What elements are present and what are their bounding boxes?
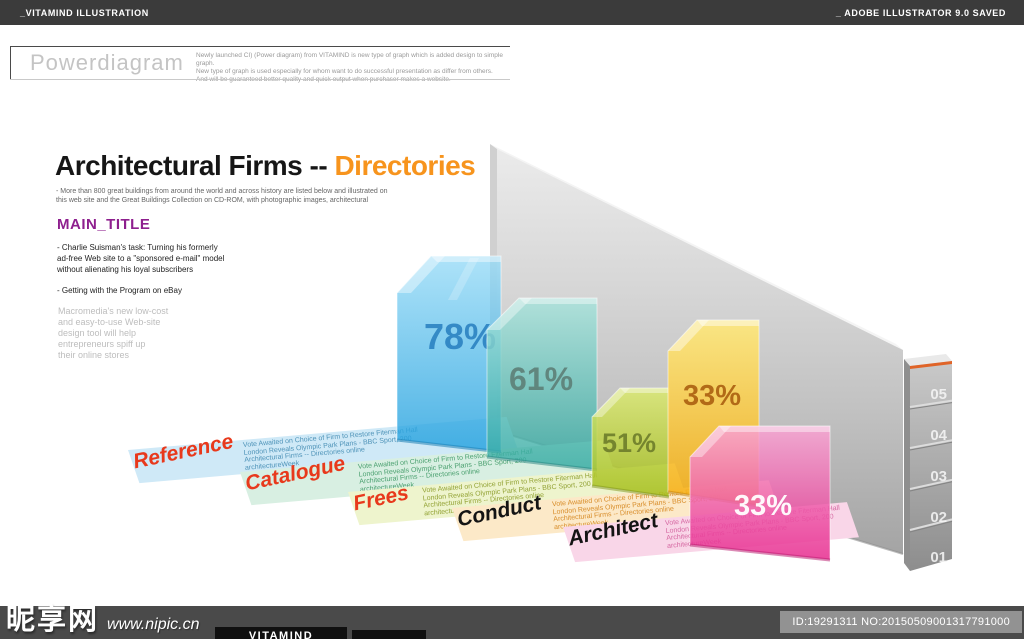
header-title: Powerdiagram (30, 50, 184, 75)
gray-note-line: and easy-to-use Web-site (58, 317, 161, 327)
logo-accent-plate (352, 630, 426, 639)
scale-column-top (904, 354, 952, 366)
bar-reference: 78% (396, 255, 502, 454)
bar-value-frees: 51% (602, 428, 656, 458)
body-paragraph-line: - Charlie Suisman's task: Turning his fo… (57, 243, 218, 252)
body-paragraph-2: - Getting with the Program on eBay (57, 286, 182, 295)
watermark-url: www.nipic.cn (107, 616, 200, 633)
body-paragraph-line: ad-free Web site to a "sponsored e-mail"… (57, 254, 225, 263)
gray-note-line: entrepreneurs spiff up (58, 339, 146, 349)
top-bar-status: _ ADOBE ILLUSTRATOR 9.0 SAVED (835, 8, 1006, 18)
gray-note-line: design tool will help (58, 328, 137, 338)
header-rule-top (10, 46, 510, 47)
scale-dividers (909, 399, 953, 531)
header-description-line: And will be guaranteed better quality an… (196, 76, 506, 84)
watermark: 昵享网 www.nipic.cn (6, 596, 200, 638)
header-description-line: Newly launched CI) (Power diagram) from … (196, 52, 503, 67)
bar-value-reference: 78% (424, 316, 496, 357)
body-paragraph-line: without alienating his loyal subscribers (57, 265, 194, 274)
image-id-plate: ID:19291311 NO:20150509001317791000 (780, 611, 1022, 633)
body-paragraph-1: - Charlie Suisman's task: Turning his fo… (57, 242, 224, 275)
scale-label-04: 04 (930, 427, 947, 444)
top-bar-brand: _VITAMIND ILLUSTRATION (20, 8, 149, 18)
bar-value-catalogue: 61% (509, 361, 573, 397)
bar-frees: 51% (591, 387, 670, 499)
page-subtitle-line: this web site and the Great Buildings Co… (56, 197, 369, 204)
scale-label-01: 01 (930, 549, 947, 566)
watermark-site-name: 昵享网 (6, 604, 100, 636)
scale-label-05: 05 (930, 386, 947, 403)
vitamind-logo: VITAMIND (215, 627, 347, 639)
page-subtitle-line: - More than 800 great buildings from aro… (56, 188, 388, 195)
scale-column-front (910, 361, 952, 571)
header-rule-left (10, 46, 11, 79)
page-title-orange: Directories (334, 150, 476, 181)
scale-label-02: 02 (930, 509, 947, 526)
header-rule-bottom (10, 79, 510, 80)
scale-divider-shadows (909, 402, 953, 533)
bar-catalogue: 61% (486, 297, 598, 472)
gray-note-line: Macromedia's new low-cost (58, 306, 169, 316)
page-title: Architectural Firms -- Directories (55, 150, 476, 182)
page-subtitle: - More than 800 great buildings from aro… (56, 187, 388, 205)
bar-architect: 33% (689, 425, 831, 562)
header-description-line: New type of graph is used especially for… (196, 68, 493, 75)
scale-column-side (904, 359, 910, 571)
section-main-title: MAIN_TITLE (57, 216, 151, 233)
gray-note: Macromedia's new low-cost and easy-to-us… (58, 306, 168, 361)
page-title-black: Architectural Firms -- (55, 150, 335, 181)
top-bar: _VITAMIND ILLUSTRATION _ ADOBE ILLUSTRAT… (0, 0, 1024, 25)
scale-label-03: 03 (930, 468, 947, 485)
wall-top-face (490, 144, 903, 350)
bar-value-architect: 33% (734, 490, 792, 522)
scale-column-accent-line (910, 361, 952, 369)
gray-note-line: their online stores (58, 350, 130, 360)
bar-value-conduct: 33% (683, 380, 741, 412)
